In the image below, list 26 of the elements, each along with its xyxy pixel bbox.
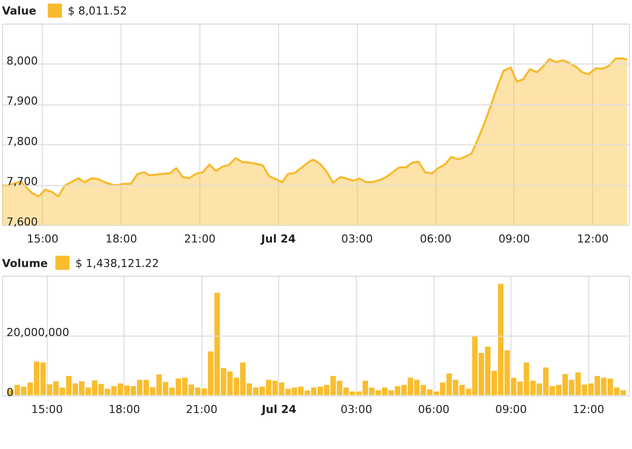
x-tick-label: 06:00 (420, 232, 452, 246)
y-tick-label: 20,000,000 (6, 326, 70, 340)
x-tick-label: 09:00 (495, 402, 527, 416)
text: $ 1,438,121.22 (75, 256, 159, 270)
x-tick-label: 15:00 (26, 232, 58, 246)
x-tick-label: 06:00 (418, 402, 450, 416)
text: $ 8,011.52 (68, 4, 128, 18)
x-tick-label: Jul 24 (260, 232, 296, 246)
x-tick-label: 21:00 (186, 402, 218, 416)
y-tick-label: 7,700 (6, 175, 38, 188)
x-tick-label: 03:00 (340, 402, 372, 416)
x-tick-label: 12:00 (577, 232, 609, 246)
x-tick-label: 15:00 (31, 402, 63, 416)
x-tick-label: 18:00 (105, 232, 138, 246)
x-tick-label: 21:00 (184, 232, 216, 246)
x-tick-label: 09:00 (498, 232, 530, 246)
y-tick-label: 7,900 (6, 94, 38, 108)
y-tick-label: 7,600 (6, 215, 38, 228)
y-tick-label: 8,000 (6, 54, 38, 68)
x-tick-label: 03:00 (341, 232, 373, 246)
x-tick-label: Jul 24 (260, 402, 297, 416)
x-tick-label: 12:00 (572, 402, 604, 416)
y-tick-label: 7,800 (6, 134, 38, 148)
legend-label: Volume (2, 256, 48, 270)
legend-label: Value (2, 4, 36, 18)
x-tick-label: 18:00 (108, 402, 140, 416)
